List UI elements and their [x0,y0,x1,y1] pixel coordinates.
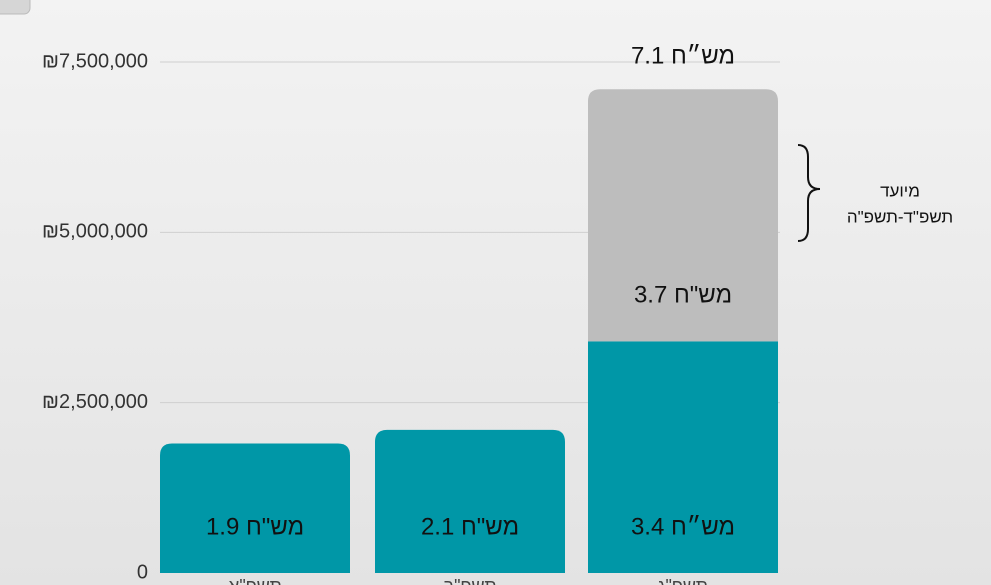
y-tick-label: ₪7,500,000 [42,50,148,72]
value-label: 3.4 מש״ח [631,513,735,540]
y-tick-label: 0 [137,561,148,583]
value-label: 2.1 מש"ח [421,513,519,540]
value-label: 1.9 מש"ח [206,513,304,540]
y-tick-label: ₪2,500,000 [42,391,148,413]
page: מיועד תשפ"ד-תשפ"ה 0 ₪2,500,000 ₪5,000,000 ₪… [0,0,991,585]
x-tick-label: תשפ"ג [658,576,708,585]
menu-button[interactable] [0,0,30,14]
bar-segment [375,430,565,573]
annotation: תשפ"ד-תשפ"ה [847,207,953,226]
chart: מיועד תשפ"ד-תשפ"ה 0 ₪2,500,000 ₪5,000,000 ₪… [0,0,991,585]
value-label: 3.7 מש"ח [634,282,732,309]
total-label: 7.1 מש״ח [631,43,735,70]
annotation: מיועד [880,181,920,200]
x-tick-label: תשפ"ב [443,576,496,585]
x-tick-label: תשפ"א [228,576,282,585]
bar-segment [160,444,350,573]
y-tick-label: ₪5,000,000 [42,221,148,243]
